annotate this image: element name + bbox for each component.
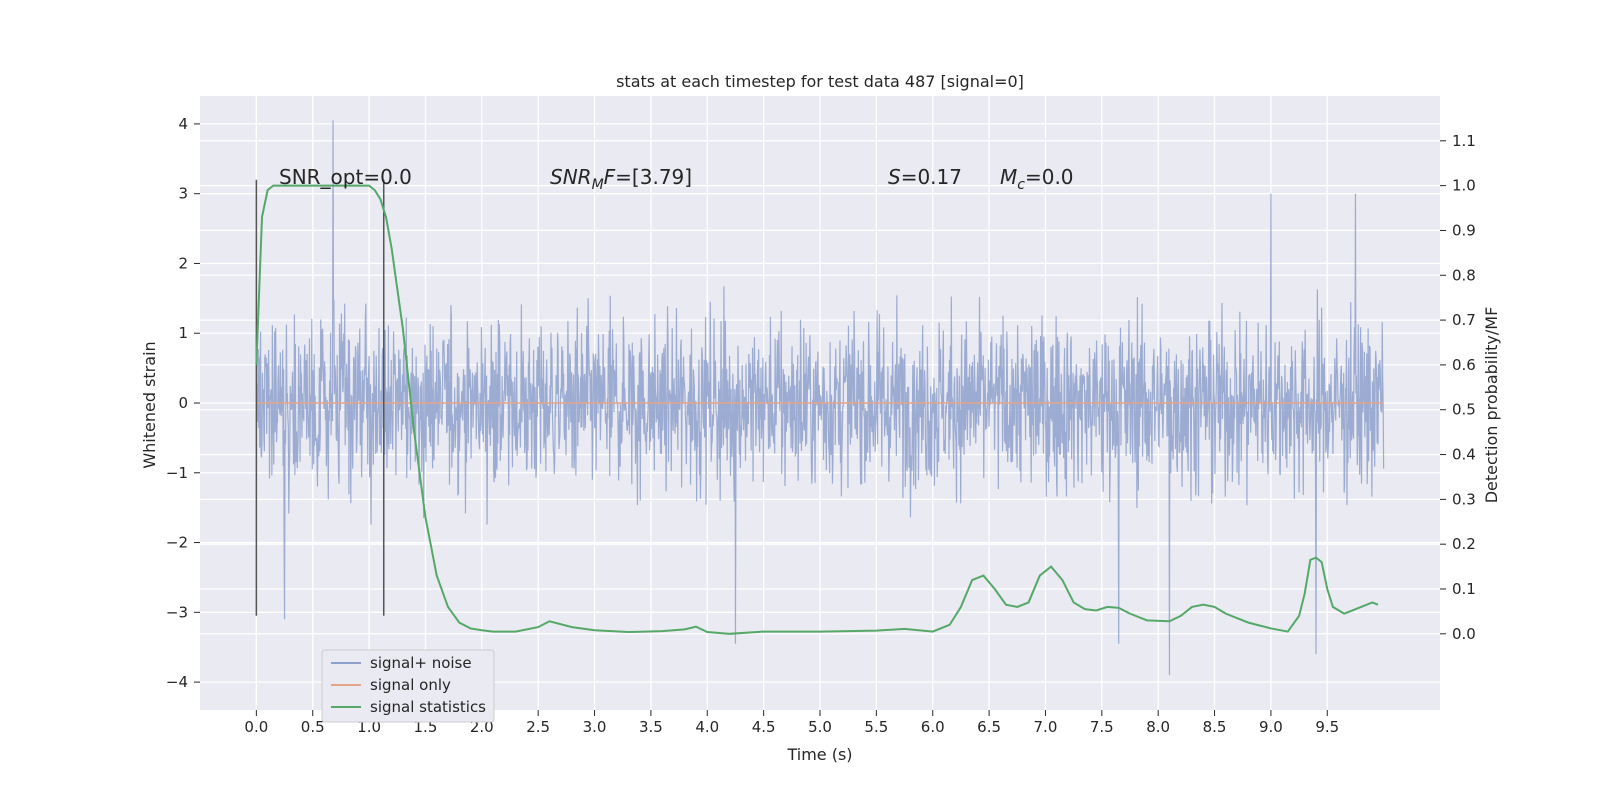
y2-tick-label: 0.7 [1452, 311, 1476, 329]
y-tick-label: −4 [166, 673, 188, 691]
y-tick-label: 1 [178, 324, 188, 342]
y2-tick-label: 0.3 [1452, 490, 1476, 508]
y-tick-label: −1 [166, 464, 188, 482]
x-tick-label: 9.5 [1315, 718, 1339, 736]
s-var: S [888, 165, 901, 189]
snr-mf-value: =[3.79] [615, 165, 692, 189]
legend: signal+ noise signal only signal statist… [321, 649, 495, 723]
y2-axis-label: Detection probability/MF [1482, 307, 1501, 504]
y-tick-label: −3 [166, 603, 188, 621]
y2-tick-label: 0.4 [1452, 446, 1476, 464]
y2-tick-label: 0.9 [1452, 221, 1476, 239]
series-signal-noise-line [255, 120, 1385, 676]
annotation-s: S=0.17 [888, 165, 962, 189]
legend-box [321, 649, 495, 723]
snr-mf-prefix: SNR [550, 165, 592, 189]
x-tick-label: 5.5 [864, 718, 888, 736]
x-tick-label: 4.0 [695, 718, 719, 736]
legend-label-signal-statistics: signal statistics [370, 698, 486, 716]
x-tick-label: 4.5 [752, 718, 776, 736]
mc-sub: c [1017, 177, 1025, 193]
x-tick-label: 7.5 [1090, 718, 1114, 736]
snr-mf-sub: M [592, 177, 604, 193]
x-axis-label: Time (s) [786, 745, 852, 764]
x-tick-label: 2.5 [526, 718, 550, 736]
y2-tick-label: 0.8 [1452, 266, 1476, 284]
legend-label-signal-noise: signal+ noise [370, 654, 472, 672]
mc-val: =0.0 [1025, 165, 1074, 189]
y-tick-label: −2 [166, 534, 188, 552]
x-tick-label: 7.0 [1034, 718, 1058, 736]
x-tick-label: 8.0 [1146, 718, 1170, 736]
x-tick-label: 8.5 [1203, 718, 1227, 736]
y2-tick-label: 0.1 [1452, 580, 1476, 598]
annotation-snr-mf: SNRMF=[3.79] [550, 165, 692, 193]
mc-var: M [1000, 165, 1017, 189]
snr-mf-f: F [604, 165, 616, 189]
y-tick-label: 3 [178, 185, 188, 203]
axis-layer: 0.0 0.5 1.0 1.5 2.0 2.5 3.0 3.5 4.0 4.5 5.0 5.5 6.0 6… [166, 115, 1476, 736]
annotation-snr-opt: SNR_opt=0.0 [279, 165, 412, 189]
series-signal-statistics-line [255, 184, 1379, 635]
y-tick-label: 0 [178, 394, 188, 412]
series-layer [255, 120, 1385, 676]
s-val: =0.17 [901, 165, 962, 189]
annotation-mc: Mc=0.0 [1000, 165, 1074, 193]
x-tick-label: 3.5 [639, 718, 663, 736]
x-tick-label: 3.0 [583, 718, 607, 736]
x-tick-label: 5.0 [808, 718, 832, 736]
x-tick-label: 6.5 [977, 718, 1001, 736]
y2-tick-label: 0.2 [1452, 535, 1476, 553]
chart-title: stats at each timestep for test data 487… [616, 72, 1024, 91]
x-tick-label: 0.0 [244, 718, 268, 736]
x-tick-label: 6.0 [921, 718, 945, 736]
y2-tick-label: 0.6 [1452, 356, 1476, 374]
y-tick-label: 2 [178, 254, 188, 272]
x-tick-label: 0.5 [301, 718, 325, 736]
y2-tick-label: 0.0 [1452, 625, 1476, 643]
legend-label-signal-only: signal only [370, 676, 451, 694]
y2-tick-label: 1.1 [1452, 132, 1476, 150]
y-tick-label: 4 [178, 115, 188, 133]
y2-tick-label: 1.0 [1452, 177, 1476, 195]
y-axis-label: Whitened strain [140, 341, 159, 468]
y2-tick-label: 0.5 [1452, 401, 1476, 419]
x-tick-label: 9.0 [1259, 718, 1283, 736]
